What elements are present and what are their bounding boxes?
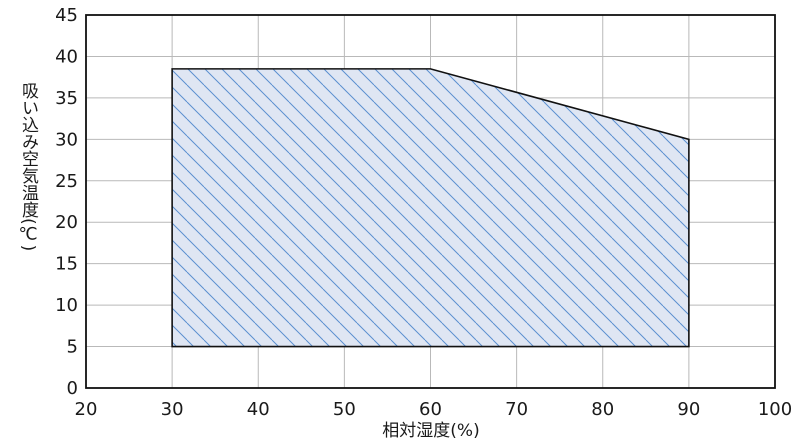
y-tick-label: 15 — [55, 254, 78, 275]
x-tick-labels: 20 30 40 50 60 70 80 90 100 — [75, 399, 793, 420]
x-tick-label: 90 — [677, 399, 700, 420]
x-tick-label: 70 — [505, 399, 528, 420]
operating-region — [171, 68, 690, 348]
x-tick-label: 80 — [591, 399, 614, 420]
y-tick-label: 30 — [55, 129, 78, 150]
y-tick-label: 5 — [67, 337, 78, 358]
y-tick-label: 40 — [55, 46, 78, 67]
y-tick-label: 25 — [55, 171, 78, 192]
y-tick-label: 10 — [55, 295, 78, 316]
x-tick-label: 20 — [75, 399, 98, 420]
y-tick-label: 45 — [55, 5, 78, 26]
y-tick-label: 0 — [67, 378, 78, 399]
region-outline — [171, 68, 690, 348]
x-tick-label: 50 — [333, 399, 356, 420]
x-tick-label: 100 — [758, 399, 792, 420]
y-tick-label: 20 — [55, 212, 78, 233]
y-axis-title: 吸い込み空気温度(℃) — [18, 82, 38, 252]
x-tick-label: 60 — [419, 399, 442, 420]
plot-frame — [85, 14, 776, 389]
x-axis-title: 相対湿度(%) — [382, 421, 479, 441]
y-tick-labels: 0 5 10 15 20 25 30 35 40 45 — [55, 5, 78, 399]
x-tick-label: 40 — [247, 399, 270, 420]
plot-border — [85, 14, 776, 389]
x-tick-label: 30 — [161, 399, 184, 420]
region-hatch — [172, 68, 689, 347]
y-tick-label: 35 — [55, 88, 78, 109]
